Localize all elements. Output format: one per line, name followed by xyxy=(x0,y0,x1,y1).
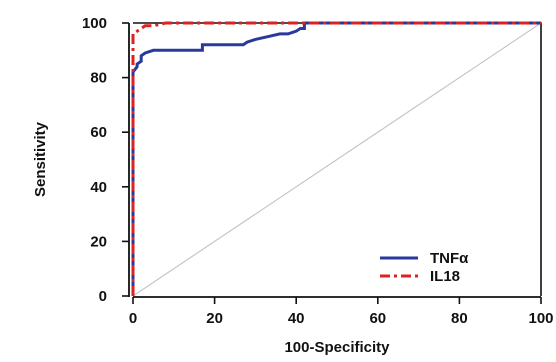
y-tick-label: 100 xyxy=(82,15,107,32)
axes xyxy=(128,23,541,298)
reference-diagonal-line xyxy=(132,22,542,297)
legend-label-il18: IL18 xyxy=(430,268,460,285)
x-tick-label: 0 xyxy=(129,310,137,327)
series-line-tnfa xyxy=(131,21,541,296)
y-tick-label: 60 xyxy=(90,124,107,141)
x-axis-ticks: 0 20 40 60 80 100 xyxy=(129,297,554,327)
x-axis-title: 100-Specificity xyxy=(284,339,390,356)
y-tick-label: 0 xyxy=(99,288,107,305)
x-tick-label: 20 xyxy=(206,310,223,327)
legend-label-tnfa: TNFα xyxy=(430,250,469,267)
y-tick-label: 20 xyxy=(90,233,107,250)
y-axis-ticks: 0 20 40 60 80 100 xyxy=(82,15,129,305)
x-tick-label: 60 xyxy=(369,310,386,327)
x-tick-label: 100 xyxy=(528,310,553,327)
y-tick-label: 40 xyxy=(90,179,107,196)
y-axis-title: Sensitivity xyxy=(32,121,49,197)
x-tick-label: 40 xyxy=(288,310,305,327)
plot-area xyxy=(131,21,542,297)
y-tick-label: 80 xyxy=(90,70,107,87)
x-tick-label: 80 xyxy=(451,310,468,327)
